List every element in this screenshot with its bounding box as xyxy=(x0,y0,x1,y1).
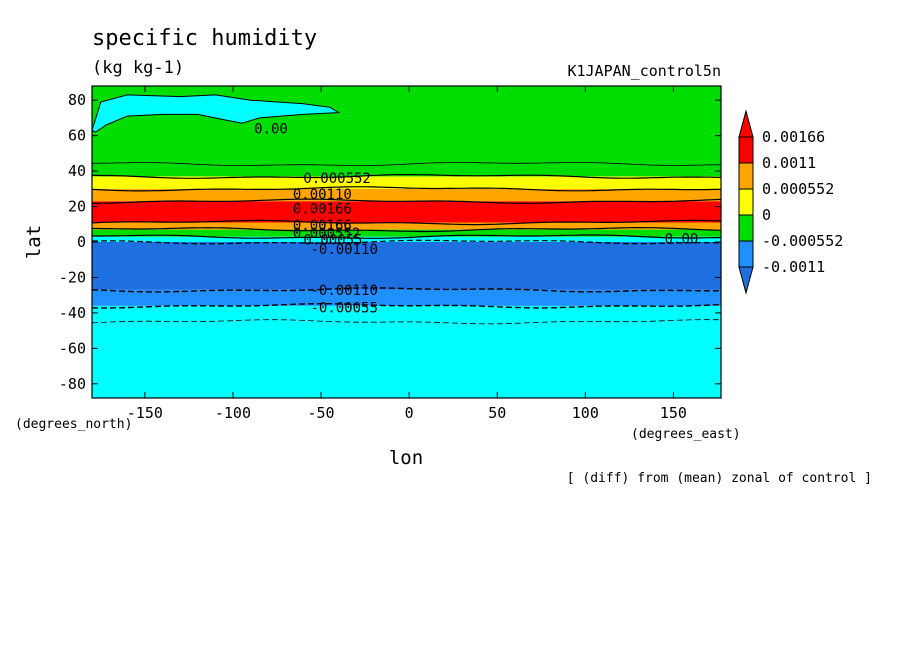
contour-line-0 xyxy=(92,162,721,166)
field-layer xyxy=(92,86,721,398)
cyan-patch xyxy=(92,94,341,133)
x-tick-label-4: 50 xyxy=(488,404,506,422)
diff-note: [ (diff) from (mean) zonal of control ] xyxy=(567,471,872,486)
contour-line-9 xyxy=(92,303,721,309)
x-tick-label-1: -100 xyxy=(215,404,251,422)
band-5 xyxy=(92,222,721,230)
y-tick-label-2: -40 xyxy=(59,304,86,322)
band-1 xyxy=(92,289,721,306)
x-tick-label-2: -50 xyxy=(308,404,335,422)
colorbar-segment-3 xyxy=(738,162,754,190)
experiment-name: K1JAPAN_control5n xyxy=(567,62,721,80)
colorbar-label-2: 0 xyxy=(762,206,771,224)
contour-label-2: 0.00110 xyxy=(293,187,352,203)
y-tick-label-8: 80 xyxy=(68,91,86,109)
x-axis-label: lon xyxy=(389,447,423,469)
x-tick-label-5: 100 xyxy=(572,404,599,422)
contour-label-layer: 0.000.0005520.001100.001660.001660.00055… xyxy=(254,122,698,317)
colorbar-segment-lowest xyxy=(738,240,754,268)
band-7 xyxy=(92,188,721,202)
colorbar-label-1: -0.000552 xyxy=(762,232,843,250)
y-tick-label-7: 60 xyxy=(68,127,86,145)
y-tick-label-3: -20 xyxy=(59,268,86,286)
contour-label-4: 0.00166 xyxy=(293,218,352,234)
contour-label-10: -0.00055 xyxy=(310,301,377,317)
colorbar-label-5: 0.00166 xyxy=(762,128,825,146)
x-tick-label-0: -150 xyxy=(127,404,163,422)
contour-line-2 xyxy=(92,186,721,192)
contour-line-8 xyxy=(92,287,721,293)
contour-line-7 xyxy=(92,239,721,245)
contour-label-8: 0.00 xyxy=(665,231,699,247)
y-tick-label-6: 40 xyxy=(68,162,86,180)
band-2 xyxy=(92,242,721,290)
colorbar-segment-1 xyxy=(738,214,754,242)
contour-layer xyxy=(92,162,721,325)
colorbar-top-triangle xyxy=(738,109,754,138)
y-tick-label-4: 0 xyxy=(77,233,86,251)
contour-line-3 xyxy=(92,198,721,204)
y-unit-label: (degrees_north) xyxy=(15,417,132,432)
band-4 xyxy=(92,229,721,237)
contour-label-9: -0.00110 xyxy=(310,283,377,299)
band-0 xyxy=(92,305,721,398)
contour-line-1 xyxy=(92,174,721,179)
chart-units: (kg kg-1) xyxy=(92,58,184,78)
colorbar-label-3: 0.000552 xyxy=(762,180,834,198)
contour-label-5: 0.000552 xyxy=(293,226,360,242)
colorbar-label-4: 0.0011 xyxy=(762,154,816,172)
band-8 xyxy=(92,176,721,189)
chart-title: specific humidity xyxy=(92,26,317,51)
contour-line-10 xyxy=(92,319,721,325)
colorbar-segment-4 xyxy=(738,136,754,164)
y-tick-label-5: 20 xyxy=(68,198,86,216)
contour-line-5 xyxy=(92,227,721,233)
colorbar-bottom-triangle xyxy=(738,266,754,295)
contour-label-7: -0.00110 xyxy=(310,242,377,258)
contour-label-6: 0.00055 xyxy=(303,232,362,248)
contour-label-0: 0.00 xyxy=(254,122,288,138)
y-tick-label-1: -60 xyxy=(59,339,86,357)
y-tick-label-0: -80 xyxy=(59,375,86,393)
contour-line-4 xyxy=(92,219,721,226)
colorbar: -0.0011 -0.000552 0 0.000552 0.0011 0.00166 xyxy=(738,109,843,295)
band-3 xyxy=(92,236,721,242)
y-axis-label: lat xyxy=(23,225,45,259)
x-tick-label-3: 0 xyxy=(405,404,414,422)
colorbar-label-0: -0.0011 xyxy=(762,258,825,276)
x-tick-label-6: 150 xyxy=(660,404,687,422)
colorbar-segment-2 xyxy=(738,188,754,216)
x-unit-label: (degrees_east) xyxy=(631,427,741,442)
contour-label-3: 0.00166 xyxy=(293,201,352,217)
contour-label-1: 0.000552 xyxy=(303,171,370,187)
y-axis: -80 -60 -40 -20 0 20 40 60 80 xyxy=(59,91,721,393)
contour-line-6 xyxy=(92,234,721,239)
band-6 xyxy=(92,201,721,223)
x-axis: -150 -100 -50 0 50 100 150 xyxy=(127,86,687,422)
